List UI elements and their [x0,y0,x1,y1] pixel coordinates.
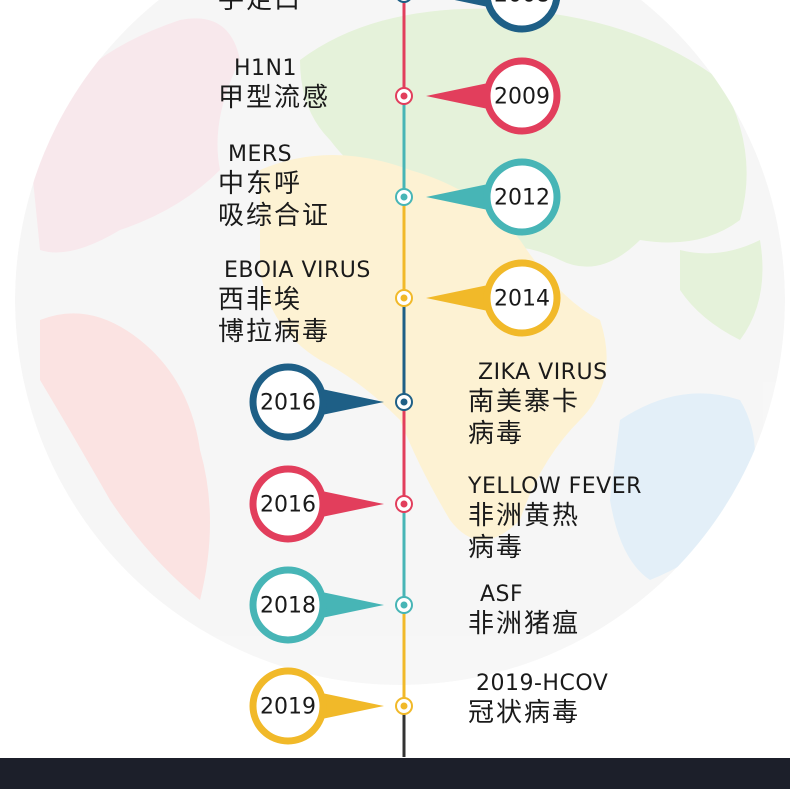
pin-tail [317,692,384,720]
year-label: 2019 [260,695,316,720]
pin-tail [317,490,384,518]
event-description: MERS 中东呼 吸综合证 [218,142,330,232]
event-chinese-name: 南美寨卡 [468,387,581,417]
footer-bar [0,758,790,789]
timeline-dot-core [400,193,408,201]
pin-tail [317,388,384,416]
event-english-name: H1N1 [234,56,297,81]
event-english-name: 2019-HCOV [476,671,609,696]
event-chinese-name: 西非埃 [218,285,303,315]
pin-tail [426,82,493,110]
timeline-graphic: 2008 2009 2012 2014 2016 2016 2018 2019 [249,0,561,757]
timeline-dot-core [400,294,408,302]
event-description: 手足口 [218,0,302,16]
continent-africa [260,155,607,540]
event-chinese-name: 非洲猪瘟 [468,609,581,639]
year-bubble [249,566,327,644]
timeline-dot-core [400,601,408,609]
year-label: 2016 [260,391,316,416]
event-chinese-name: 非洲黄热 [468,501,581,531]
event-description: ZIKA VIRUS 南美寨卡 病毒 [468,360,608,450]
year-bubble [483,259,561,337]
event-chinese-name: 病毒 [468,419,525,449]
timeline-dot-core [400,500,408,508]
event-english-name: YELLOW FEVER [468,474,642,499]
event-description: 2019-HCOV 冠状病毒 [468,671,608,729]
year-bubble [483,158,561,236]
pin-tail [426,284,493,312]
event-english-name: ZIKA VIRUS [478,360,608,385]
event-english-name: ASF [480,582,524,607]
event-description: YELLOW FEVER 非洲黄热 病毒 [468,474,642,564]
event-chinese-name: 中东呼 [218,169,303,199]
year-bubble [249,465,327,543]
event-chinese-name: 病毒 [468,533,525,563]
timeline-dot-core [400,92,408,100]
timeline-dot [397,0,411,3]
event-description: ASF 非洲猪瘟 [468,582,580,640]
year-label: 2018 [260,594,316,619]
event-chinese-name: 手足口 [218,0,303,15]
event-chinese-name: 吸综合证 [218,201,331,231]
pin-tail [317,591,384,619]
event-chinese-name: 博拉病毒 [218,317,331,347]
year-label: 2009 [494,85,550,110]
year-bubble [483,57,561,135]
timeline-dot-core [400,702,408,710]
year-label: 2014 [494,287,550,312]
year-label: 2016 [260,493,316,518]
continent-south-america [40,313,210,600]
pin-tail [454,0,493,8]
event-description: EBOIA VIRUS 西非埃 博拉病毒 [218,258,371,348]
year-label: 2008 [494,0,550,8]
event-chinese-name: 甲型流感 [218,83,331,113]
year-bubble [483,0,561,33]
event-chinese-name: 冠状病毒 [468,698,581,728]
year-label: 2012 [494,186,550,211]
event-english-name: MERS [228,142,293,167]
year-bubble [249,667,327,745]
year-bubble [249,363,327,441]
pin-tail [426,183,493,211]
event-english-name: EBOIA VIRUS [224,258,371,283]
event-description: H1N1 甲型流感 [218,56,330,114]
timeline-dot-core [400,398,408,406]
